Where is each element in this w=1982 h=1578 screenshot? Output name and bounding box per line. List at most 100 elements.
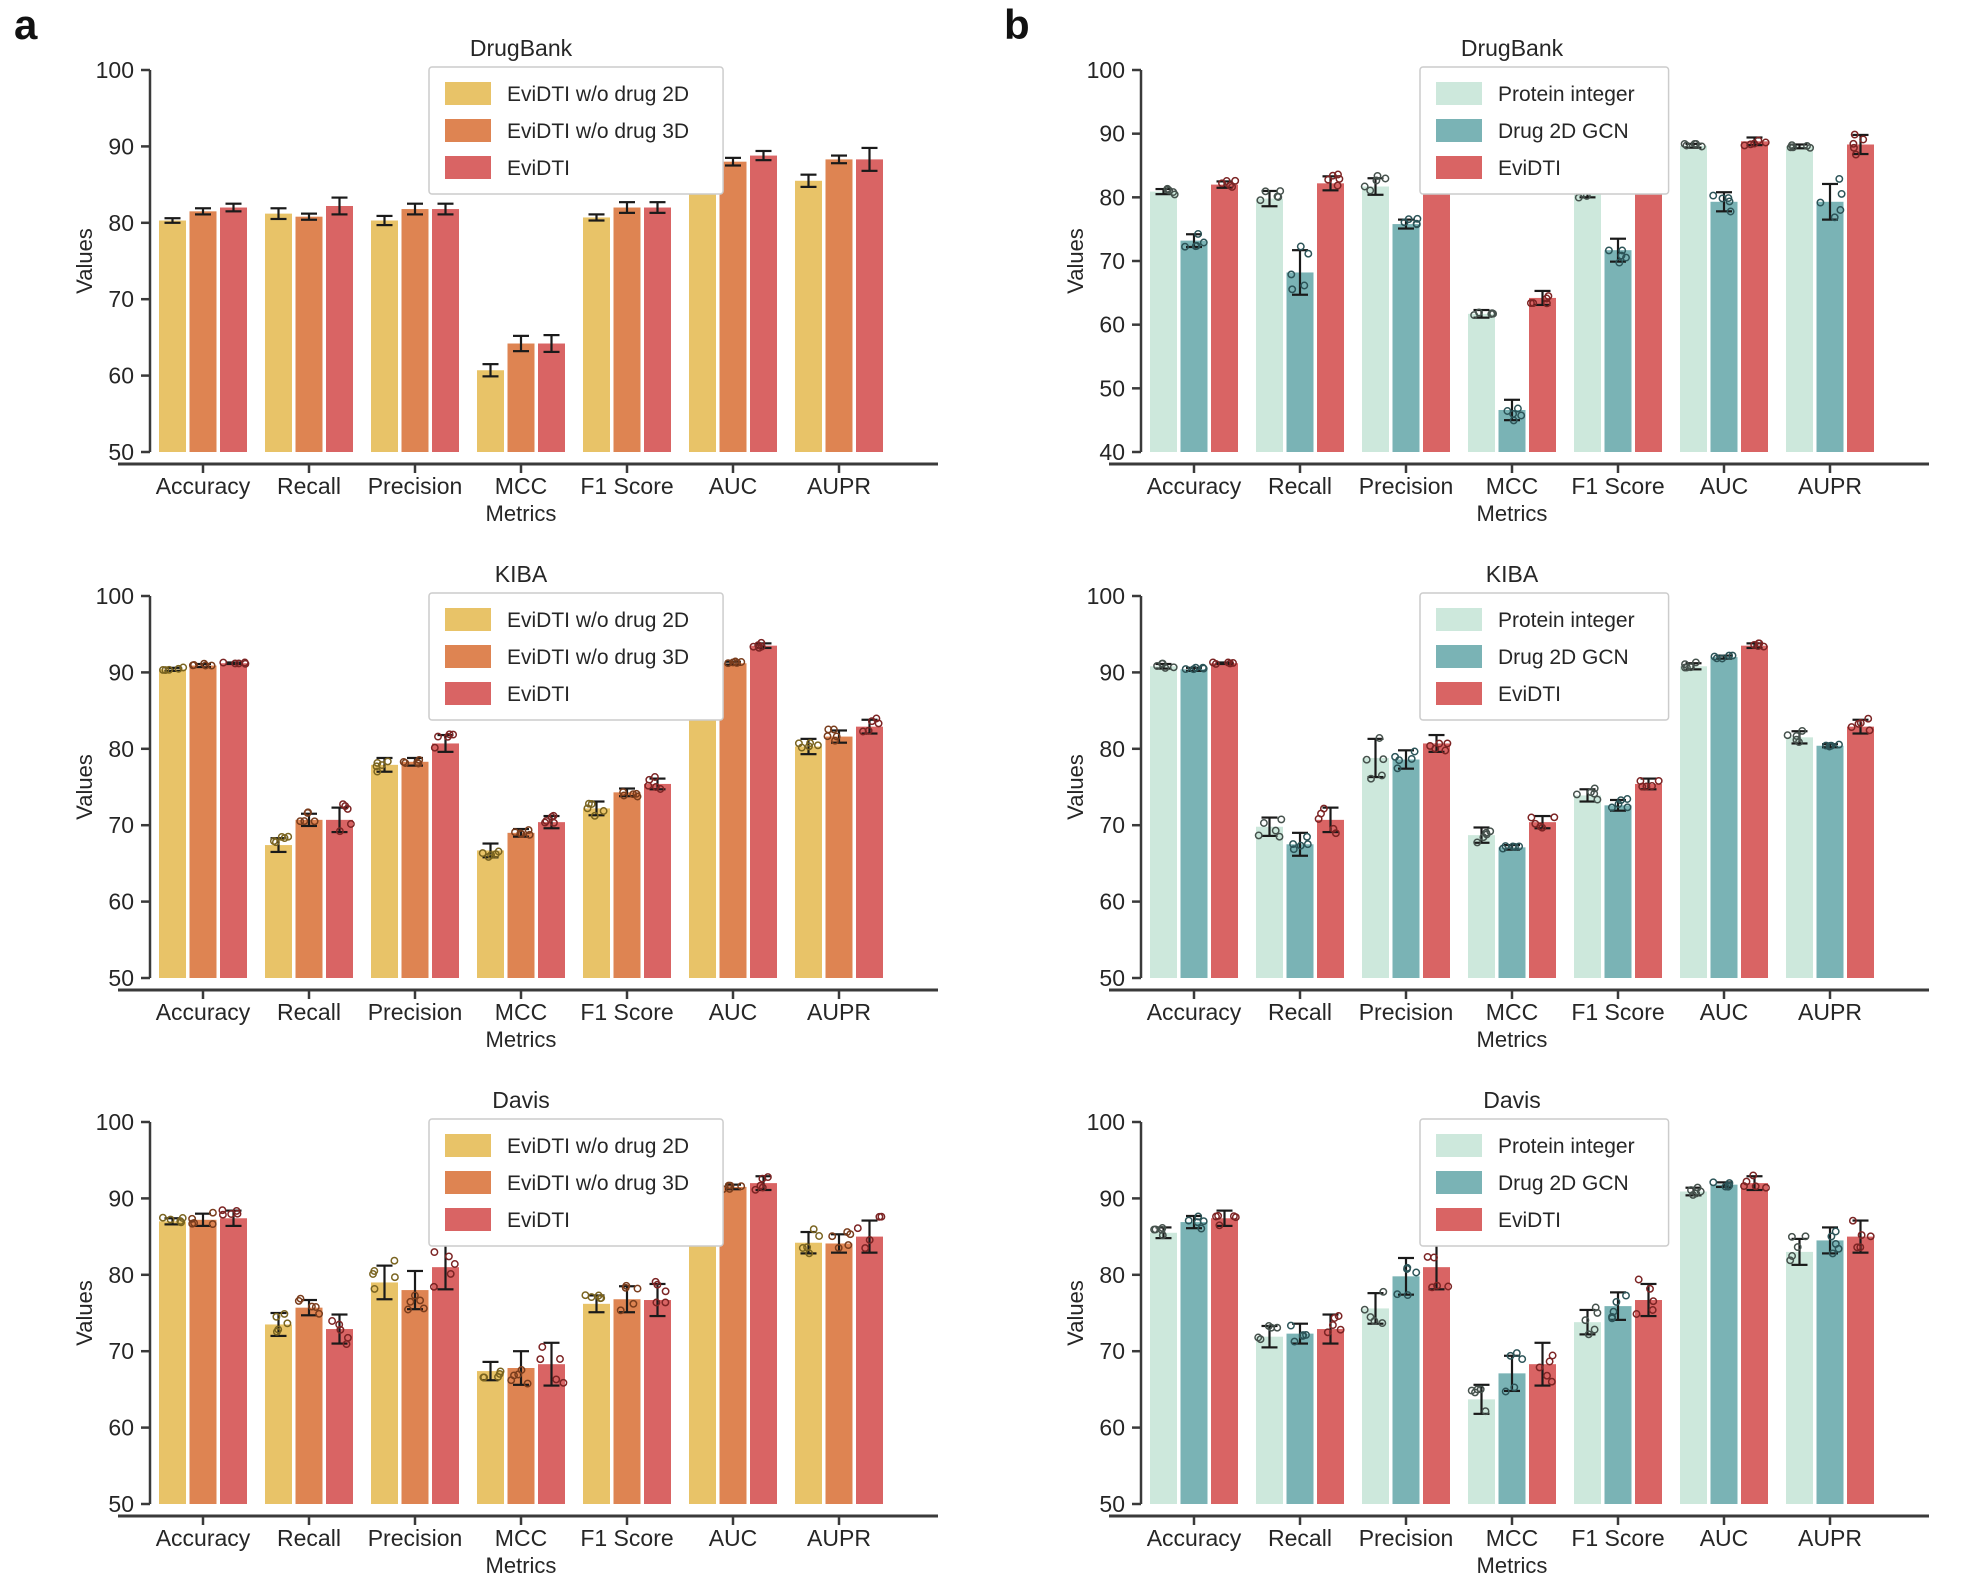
x-axis-label: Metrics	[486, 1553, 557, 1578]
scatter-point	[429, 1282, 438, 1291]
bar	[159, 669, 186, 978]
scatter-point	[369, 1270, 377, 1278]
y-tick-label: 40	[1099, 439, 1125, 465]
y-tick-label: 50	[1099, 375, 1125, 401]
bar	[1741, 645, 1768, 978]
bar	[1211, 1218, 1238, 1504]
scatter-point	[1709, 1178, 1718, 1187]
bar	[538, 343, 565, 452]
scatter-point	[844, 1241, 853, 1250]
bars-group	[159, 155, 883, 452]
bar	[1392, 759, 1420, 978]
y-axis-label: Values	[1063, 754, 1088, 820]
scatter-points-group	[1150, 1171, 1875, 1416]
scatter-point	[1515, 842, 1524, 851]
chart-title: Davis	[1483, 1087, 1541, 1113]
legend-label: EviDTI	[507, 1209, 570, 1232]
bar	[326, 205, 353, 452]
scatter-point	[342, 1340, 351, 1349]
scatter-point	[1761, 138, 1770, 147]
scatter-point	[1864, 714, 1873, 723]
y-tick-label: 70	[1099, 812, 1125, 838]
x-tick-label: AUC	[1700, 999, 1749, 1025]
bar	[326, 1329, 353, 1504]
x-axis-label: Metrics	[486, 501, 557, 526]
scatter-point	[517, 1366, 526, 1374]
scatter-point	[1803, 141, 1811, 150]
scatter-point	[1529, 299, 1538, 308]
legend-swatch	[1436, 645, 1482, 668]
x-tick-label: Precision	[368, 1525, 463, 1551]
scatter-point	[406, 1297, 415, 1306]
scatter-point	[1851, 150, 1860, 159]
scatter-point	[1691, 658, 1700, 667]
bar	[507, 1368, 535, 1504]
scatter-point	[1834, 1244, 1843, 1253]
legend-frame	[1419, 1118, 1670, 1247]
x-axis-label: Metrics	[1477, 501, 1548, 526]
scatter-point	[307, 1302, 316, 1311]
scatter-point	[1330, 1314, 1339, 1322]
bar	[1529, 297, 1556, 452]
scatter-point	[853, 1224, 862, 1233]
legend: EviDTI w/o drug 2D EviDTI w/o drug 3D EviD…	[428, 592, 724, 721]
scatter-point	[1692, 140, 1701, 148]
x-tick-label: AUPR	[1798, 999, 1862, 1025]
bar	[159, 220, 186, 452]
y-tick-label: 80	[108, 1262, 134, 1288]
y-tick-label: 70	[108, 1338, 134, 1364]
y-tick-label: 60	[108, 1415, 134, 1441]
scatter-point	[590, 811, 599, 820]
scatter-point	[310, 817, 319, 826]
panel-label-b: b	[1004, 1, 1030, 48]
scatter-point	[1503, 407, 1512, 415]
scatter-point	[864, 726, 873, 735]
bar	[1680, 1191, 1707, 1504]
scatter-point	[1481, 1407, 1490, 1416]
y-tick-label: 90	[1099, 1185, 1125, 1211]
scatter-point	[1370, 1317, 1379, 1325]
bar	[1710, 657, 1738, 978]
scatter-point	[328, 1317, 337, 1325]
bar	[1680, 666, 1707, 978]
scatter-point	[410, 1291, 419, 1300]
bar	[1286, 844, 1314, 978]
bar	[613, 1299, 641, 1504]
scatter-point	[587, 1293, 596, 1302]
scatter-point	[1304, 249, 1313, 258]
bar	[371, 764, 398, 978]
scatter-point	[1381, 174, 1390, 183]
scatter-point	[1271, 826, 1280, 835]
scatter-point	[1407, 754, 1416, 763]
bar	[689, 170, 716, 452]
scatter-point	[419, 1304, 428, 1313]
scatter-point	[311, 1303, 320, 1311]
bar	[432, 743, 459, 978]
legend-label: EviDTI	[1498, 1209, 1561, 1232]
scatter-point	[1853, 1243, 1862, 1252]
scatter-point	[1590, 789, 1599, 798]
scatter-point	[1749, 1171, 1758, 1180]
scatter-point	[1377, 771, 1386, 780]
legend-label: Protein integer	[1498, 609, 1635, 632]
scatter-point	[1256, 196, 1265, 205]
scatter-point	[875, 1212, 884, 1221]
scatter-point	[1473, 838, 1482, 847]
bar	[1317, 183, 1344, 452]
scatter-point	[188, 1214, 197, 1223]
legend: EviDTI w/o drug 2D EviDTI w/o drug 3D EviD…	[428, 1118, 724, 1247]
bars-group	[1150, 645, 1874, 978]
scatter-point	[1793, 1243, 1802, 1252]
bar	[1786, 146, 1813, 452]
scatter-point	[1336, 1325, 1345, 1334]
scatter-point	[1441, 746, 1450, 755]
bar	[1317, 819, 1344, 978]
y-tick-label: 80	[108, 736, 134, 762]
scatter-point	[1816, 198, 1825, 207]
scatter-point	[834, 1243, 843, 1252]
scatter-point	[1740, 1182, 1748, 1191]
scatter-point	[179, 663, 188, 672]
cell-b-drugbank: DrugBank 40 50 60 70 80 90 100 Values Accuracy Rec…	[991, 0, 1982, 526]
bar	[583, 217, 610, 452]
scatter-point	[274, 1325, 283, 1334]
